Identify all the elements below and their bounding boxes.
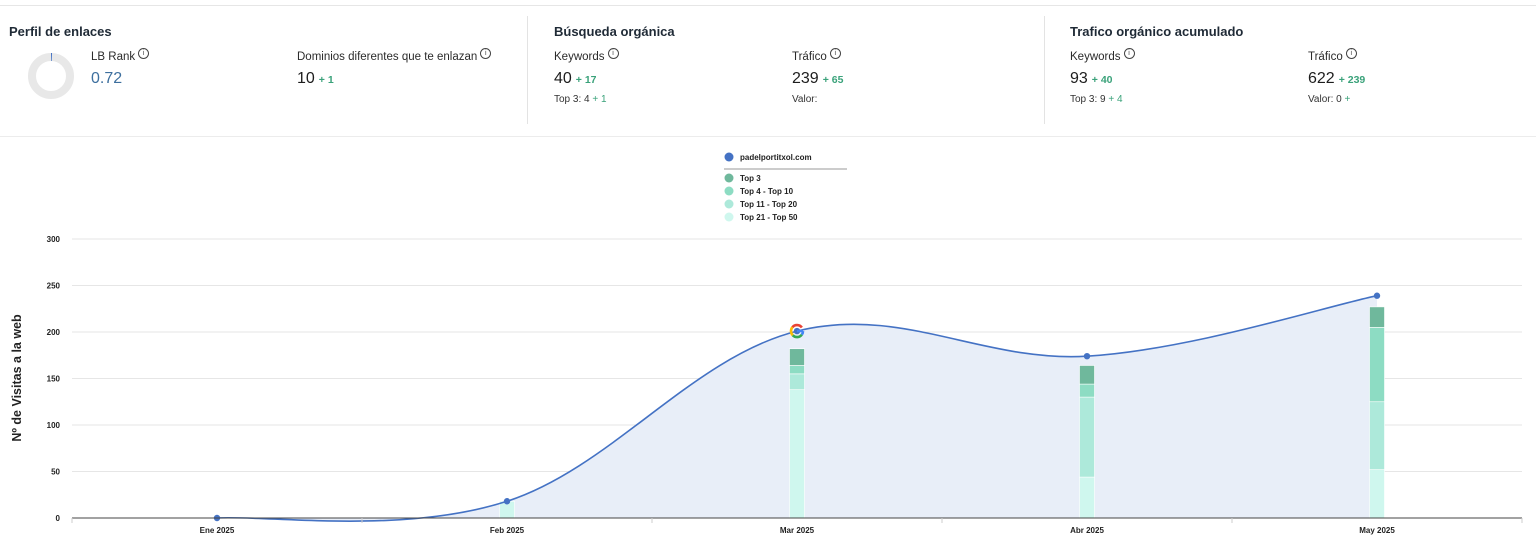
bar-segment bbox=[789, 373, 805, 390]
bar-segment bbox=[1079, 476, 1095, 519]
y-tick-label: 150 bbox=[47, 375, 61, 384]
series-point bbox=[1083, 352, 1091, 360]
y-tick-label: 0 bbox=[56, 514, 61, 523]
info-icon[interactable]: i bbox=[138, 48, 150, 59]
bar-segment bbox=[1079, 365, 1095, 385]
dominios-delta: + 1 bbox=[318, 74, 334, 86]
annotations bbox=[789, 323, 805, 339]
panel-trafico-acumulado: Trafico orgánico acumulado Keywords i 93 +… bbox=[1070, 14, 1530, 124]
panel-divider bbox=[527, 16, 528, 124]
keywords-label: Keywords i bbox=[554, 48, 619, 63]
panel-title: Perfil de enlaces bbox=[9, 24, 112, 39]
top3-count: Top 3: 9 + 4 bbox=[1070, 94, 1123, 105]
bar-segment bbox=[789, 389, 805, 519]
valor-label: Valor: 0 + bbox=[1308, 94, 1351, 105]
info-icon[interactable]: i bbox=[1123, 48, 1135, 59]
series-point bbox=[1373, 292, 1381, 299]
panel-title: Búsqueda orgánica bbox=[554, 24, 675, 39]
top3-count: Top 3: 4 + 1 bbox=[554, 94, 607, 105]
legend-swatch bbox=[724, 199, 734, 209]
top3-delta: + 4 bbox=[1108, 94, 1123, 105]
x-tick-label: Ene 2025 bbox=[200, 526, 235, 535]
x-tick-label: Mar 2025 bbox=[780, 526, 815, 535]
trafico-delta: + 65 bbox=[822, 74, 844, 86]
series-point bbox=[503, 498, 511, 505]
traffic-chart: 0 50 100 150 200 250 300 Nº de Visitas a la we… bbox=[10, 152, 1523, 535]
y-tick-label: 300 bbox=[47, 235, 61, 244]
section-divider bbox=[0, 136, 1536, 137]
legend-swatch bbox=[724, 152, 734, 162]
info-icon[interactable]: i bbox=[1345, 48, 1357, 59]
x-tick-label: Feb 2025 bbox=[490, 526, 525, 535]
trafico-value: 622 + 239 bbox=[1308, 70, 1366, 87]
valor-delta: + bbox=[1344, 94, 1351, 105]
x-tick-label: Abr 2025 bbox=[1070, 526, 1104, 535]
legend-label: Top 21 - Top 50 bbox=[740, 213, 798, 222]
trafico-label: Tráfico i bbox=[792, 48, 841, 63]
legend-swatch bbox=[724, 212, 734, 222]
bar-segment bbox=[1369, 401, 1385, 470]
trafico-label: Tráfico i bbox=[1308, 48, 1357, 63]
y-tick-label: 50 bbox=[51, 468, 60, 477]
bar-segment bbox=[1369, 327, 1385, 403]
panel-title: Trafico orgánico acumulado bbox=[1070, 24, 1244, 39]
donut-track bbox=[28, 53, 74, 99]
panel-divider bbox=[1044, 16, 1045, 124]
y-tick-label: 200 bbox=[47, 328, 61, 337]
top-divider bbox=[0, 5, 1536, 6]
google-icon bbox=[789, 323, 805, 339]
legend-label: Top 3 bbox=[740, 174, 761, 183]
bar-segment bbox=[789, 348, 805, 366]
legend-swatch bbox=[724, 173, 734, 183]
info-icon[interactable]: i bbox=[607, 48, 619, 59]
top3-delta: + 1 bbox=[592, 94, 607, 105]
dominios-label: Dominios diferentes que te enlazan i bbox=[297, 48, 492, 63]
keywords-value: 40 + 17 bbox=[554, 70, 597, 87]
stacked-bars bbox=[499, 306, 1385, 519]
keywords-delta: + 40 bbox=[1091, 74, 1113, 86]
bar-segment bbox=[1079, 396, 1095, 478]
x-axis-ticks: Ene 2025 Feb 2025 Mar 2025 Abr 2025 May 2025 bbox=[71, 518, 1523, 535]
lb-rank-value: 0.72 bbox=[91, 70, 123, 87]
keywords-label: Keywords i bbox=[1070, 48, 1135, 63]
info-icon[interactable]: i bbox=[829, 48, 841, 59]
chart-legend: padelportitxol.com Top 3 Top 4 - Top 10 Top… bbox=[724, 152, 847, 222]
legend-label: Top 4 - Top 10 bbox=[740, 187, 794, 196]
panel-perfil-enlaces: Perfil de enlaces LB Rank i 0.72 Dominios… bbox=[9, 14, 519, 124]
dominios-value: 10 + 1 bbox=[297, 70, 334, 87]
bar-segment bbox=[1369, 469, 1385, 519]
x-tick-label: May 2025 bbox=[1359, 526, 1395, 535]
info-icon[interactable]: i bbox=[480, 48, 492, 59]
lb-rank-label: LB Rank i bbox=[91, 48, 150, 63]
bar-segment bbox=[789, 365, 805, 375]
legend-label: padelportitxol.com bbox=[740, 153, 812, 162]
y-axis-ticks: 0 50 100 150 200 250 300 bbox=[47, 235, 61, 523]
y-axis-label: Nº de Visitas a la web bbox=[10, 314, 24, 442]
trafico-delta: + 239 bbox=[1338, 74, 1366, 86]
bar-segment bbox=[1369, 306, 1385, 328]
bar-segment bbox=[1079, 383, 1095, 398]
y-tick-label: 100 bbox=[47, 421, 61, 430]
lb-rank-donut bbox=[28, 53, 74, 99]
panel-busqueda-organica: Búsqueda orgánica Keywords i 40 + 17 Top 3… bbox=[554, 14, 1034, 124]
keywords-delta: + 17 bbox=[575, 74, 597, 86]
trafico-value: 239 + 65 bbox=[792, 70, 844, 87]
valor-label: Valor: bbox=[792, 94, 818, 105]
legend-label: Top 11 - Top 20 bbox=[740, 200, 798, 209]
keywords-value: 93 + 40 bbox=[1070, 70, 1113, 87]
y-tick-label: 250 bbox=[47, 282, 61, 291]
legend-swatch bbox=[724, 186, 734, 196]
